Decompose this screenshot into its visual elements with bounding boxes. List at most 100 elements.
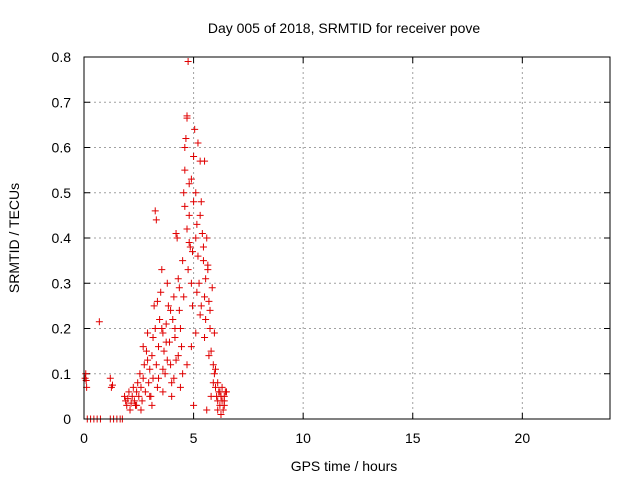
- data-point: [170, 293, 178, 301]
- y-tick-label: 0.7: [52, 94, 72, 110]
- data-point: [178, 343, 186, 351]
- data-point: [152, 361, 160, 369]
- data-point: [188, 248, 196, 256]
- x-tick-label: 5: [190, 430, 198, 446]
- data-point: [137, 406, 145, 414]
- data-point: [195, 279, 203, 287]
- data-point: [212, 365, 219, 373]
- axis-ticks: 0 0.1 0.2 0.3 0.4 0.5 0.6 0.7 0.8 0 5 10 15 20: [52, 49, 610, 446]
- data-point: [169, 315, 177, 323]
- grid-lines: [84, 57, 610, 419]
- data-point: [203, 234, 211, 242]
- data-point: [134, 379, 142, 387]
- data-point: [180, 189, 188, 197]
- data-point: [126, 406, 134, 414]
- data-point: [185, 211, 193, 219]
- y-tick-label: 0.5: [52, 185, 72, 201]
- data-point: [141, 388, 149, 396]
- data-point: [197, 198, 205, 206]
- data-point: [167, 361, 175, 369]
- data-point: [206, 306, 214, 314]
- data-point: [209, 379, 217, 387]
- data-point: [181, 144, 189, 151]
- data-point: [149, 374, 157, 382]
- plot-frame: [83, 56, 611, 420]
- chart-title: Day 005 of 2018, SRMTID for receiver pov…: [208, 20, 481, 36]
- data-point: [164, 302, 172, 310]
- data-point: [170, 374, 178, 382]
- data-point: [210, 370, 218, 378]
- data-point: [192, 189, 200, 197]
- data-point: [142, 347, 150, 355]
- data-point: [155, 343, 163, 351]
- data-point: [196, 211, 204, 219]
- data-point: [186, 243, 194, 251]
- data-point: [167, 306, 175, 314]
- data-point: [176, 383, 184, 391]
- data-point: [190, 401, 198, 409]
- x-axis-label: GPS time / hours: [291, 458, 398, 474]
- data-point: [182, 134, 190, 142]
- data-point: [201, 157, 209, 165]
- data-point: [207, 347, 215, 355]
- data-point: [146, 392, 154, 400]
- data-point: [162, 320, 170, 328]
- data-point: [179, 370, 187, 378]
- data-point: [144, 356, 152, 364]
- data-point: [150, 302, 158, 310]
- data-point: [133, 388, 141, 396]
- data-point: [188, 302, 196, 310]
- data-point: [183, 114, 191, 122]
- data-point: [156, 315, 164, 323]
- data-point: [184, 58, 192, 66]
- data-point: [184, 266, 192, 274]
- data-point: [179, 257, 187, 265]
- data-point: [207, 392, 215, 400]
- data-point: [174, 352, 182, 360]
- data-point: [163, 279, 171, 287]
- y-tick-label: 0.2: [52, 321, 72, 337]
- data-point: [158, 266, 166, 274]
- data-point: [197, 302, 205, 310]
- data-point: [204, 261, 212, 269]
- data-point: [151, 325, 159, 332]
- data-point: [217, 410, 225, 418]
- data-point: [222, 388, 230, 396]
- data-point: [185, 239, 193, 247]
- data-point: [168, 379, 176, 387]
- data-point: [187, 175, 195, 183]
- data-point: [139, 374, 147, 382]
- data-point: [158, 325, 166, 332]
- data-point: [194, 139, 202, 147]
- data-point: [82, 370, 90, 378]
- data-point: [159, 365, 167, 373]
- data-point: [181, 202, 189, 210]
- data-point: [192, 329, 200, 337]
- data-point: [168, 392, 176, 400]
- data-point: [199, 257, 207, 265]
- data-point: [201, 293, 209, 301]
- x-tick-label: 0: [80, 430, 88, 446]
- data-point: [152, 216, 160, 224]
- data-point: [209, 361, 217, 369]
- y-tick-label: 0.6: [52, 140, 72, 156]
- data-point: [95, 318, 103, 326]
- data-point: [133, 401, 141, 409]
- data-point: [218, 397, 226, 405]
- data-point: [201, 334, 209, 342]
- data-points: [81, 58, 230, 423]
- data-point: [130, 397, 138, 405]
- data-point: [196, 311, 204, 319]
- y-tick-label: 0.8: [52, 49, 72, 65]
- data-point: [124, 395, 132, 403]
- data-point: [203, 406, 211, 414]
- data-point: [180, 293, 188, 301]
- data-point: [174, 275, 182, 283]
- data-point: [157, 288, 165, 296]
- data-point: [106, 374, 114, 382]
- data-point: [181, 166, 189, 174]
- data-point: [185, 180, 193, 188]
- data-point: [149, 334, 157, 342]
- data-point: [183, 361, 191, 369]
